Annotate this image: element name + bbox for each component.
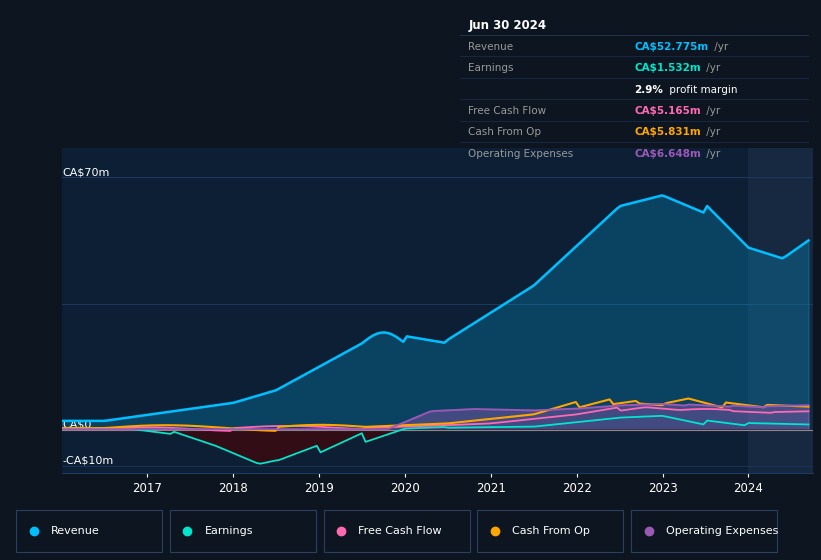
Bar bbox=[749, 148, 817, 473]
Text: /yr: /yr bbox=[704, 106, 721, 116]
Text: CA$0: CA$0 bbox=[62, 420, 92, 430]
FancyBboxPatch shape bbox=[323, 510, 470, 552]
Text: Earnings: Earnings bbox=[204, 526, 254, 535]
Text: CA$5.831m: CA$5.831m bbox=[635, 128, 701, 137]
Text: 2.9%: 2.9% bbox=[635, 85, 663, 95]
FancyBboxPatch shape bbox=[478, 510, 623, 552]
Text: Cash From Op: Cash From Op bbox=[512, 526, 590, 535]
Text: -CA$10m: -CA$10m bbox=[62, 456, 113, 466]
Text: Jun 30 2024: Jun 30 2024 bbox=[469, 18, 547, 32]
Text: CA$6.648m: CA$6.648m bbox=[635, 149, 701, 159]
FancyBboxPatch shape bbox=[631, 510, 777, 552]
Text: Free Cash Flow: Free Cash Flow bbox=[469, 106, 547, 116]
Text: Revenue: Revenue bbox=[51, 526, 100, 535]
Text: CA$70m: CA$70m bbox=[62, 167, 110, 178]
FancyBboxPatch shape bbox=[16, 510, 163, 552]
Text: profit margin: profit margin bbox=[666, 85, 737, 95]
Text: /yr: /yr bbox=[704, 149, 721, 159]
Text: CA$52.775m: CA$52.775m bbox=[635, 41, 709, 52]
Text: CA$5.165m: CA$5.165m bbox=[635, 106, 701, 116]
FancyBboxPatch shape bbox=[170, 510, 316, 552]
Text: /yr: /yr bbox=[704, 63, 721, 73]
Text: /yr: /yr bbox=[711, 41, 728, 52]
Text: Operating Expenses: Operating Expenses bbox=[469, 149, 574, 159]
Text: Operating Expenses: Operating Expenses bbox=[666, 526, 778, 535]
Text: Revenue: Revenue bbox=[469, 41, 514, 52]
Text: CA$1.532m: CA$1.532m bbox=[635, 63, 701, 73]
Text: Free Cash Flow: Free Cash Flow bbox=[359, 526, 442, 535]
Text: Earnings: Earnings bbox=[469, 63, 514, 73]
Text: /yr: /yr bbox=[704, 128, 721, 137]
Text: Cash From Op: Cash From Op bbox=[469, 128, 542, 137]
